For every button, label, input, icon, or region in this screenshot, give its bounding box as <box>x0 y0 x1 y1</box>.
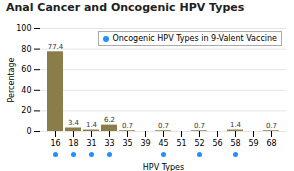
svg-text:51: 51 <box>176 139 186 148</box>
svg-text:68: 68 <box>266 139 276 148</box>
svg-text:0: 0 <box>26 127 31 136</box>
svg-text:100: 100 <box>16 24 31 33</box>
svg-text:35: 35 <box>122 139 132 148</box>
svg-text:59: 59 <box>248 139 258 148</box>
svg-text:0.7: 0.7 <box>158 122 169 130</box>
svg-text:1.4: 1.4 <box>230 121 242 129</box>
html-text:Anal Cancer and Oncogenic HPV: Anal Cancer and Oncogenic HPV Types <box>6 1 245 14</box>
svg-text:0.7: 0.7 <box>266 122 277 130</box>
html-text:Oncogenic HPV Types in 9-Valen: Oncogenic HPV Types in 9-Valent Vaccine <box>112 34 277 43</box>
svg-text:56: 56 <box>212 139 222 148</box>
svg-text:45: 45 <box>158 139 168 148</box>
svg-text:58: 58 <box>230 139 240 148</box>
svg-text:39: 39 <box>140 139 150 148</box>
svg-text:31: 31 <box>86 139 96 148</box>
svg-text:80: 80 <box>21 45 31 54</box>
svg-text:60: 60 <box>21 65 31 74</box>
svg-text:3.4: 3.4 <box>68 119 80 127</box>
svg-text:1.4: 1.4 <box>86 121 98 129</box>
svg-text:0.7: 0.7 <box>194 122 205 130</box>
svg-text:0.7: 0.7 <box>122 122 133 130</box>
svg-text:40: 40 <box>21 86 31 95</box>
svg-text:HPV Types: HPV Types <box>143 163 184 171</box>
svg-text:Percentage: Percentage <box>7 57 16 102</box>
svg-text:6.2: 6.2 <box>104 116 115 124</box>
svg-text:33: 33 <box>104 139 114 148</box>
svg-text:16: 16 <box>50 139 60 148</box>
svg-text:18: 18 <box>68 139 78 148</box>
svg-text:77.4: 77.4 <box>48 43 64 51</box>
svg-text:20: 20 <box>21 106 31 115</box>
svg-text:52: 52 <box>194 139 204 148</box>
